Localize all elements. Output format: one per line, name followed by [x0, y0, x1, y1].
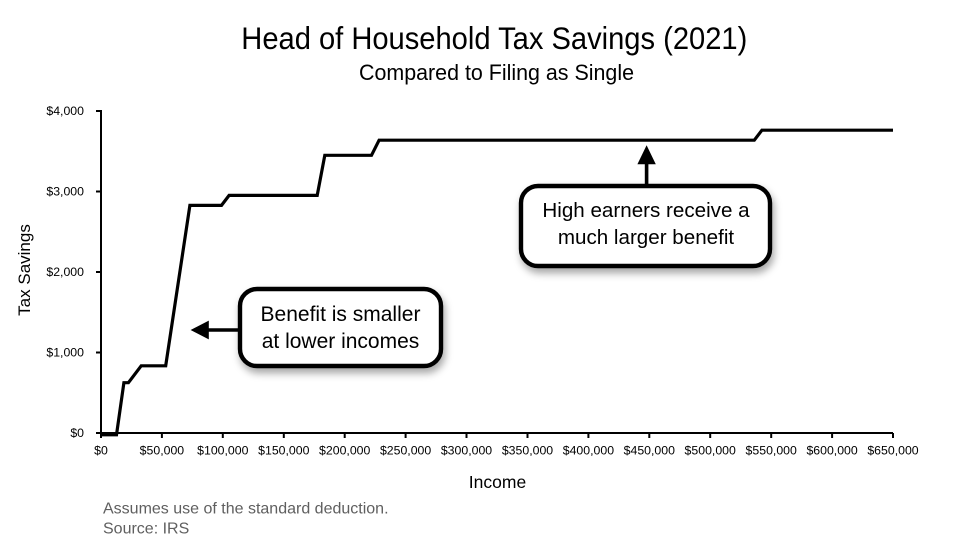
svg-text:$650,000: $650,000: [867, 444, 918, 458]
svg-text:Compared to Filing as Single: Compared to Filing as Single: [359, 60, 634, 85]
svg-text:$200,000: $200,000: [319, 444, 370, 458]
svg-text:$3,000: $3,000: [46, 185, 84, 199]
svg-text:$600,000: $600,000: [806, 444, 857, 458]
svg-text:$50,000: $50,000: [140, 444, 185, 458]
svg-text:$350,000: $350,000: [502, 444, 553, 458]
svg-text:$400,000: $400,000: [563, 444, 614, 458]
svg-text:$4,000: $4,000: [46, 104, 84, 118]
svg-text:High earners receive a: High earners receive a: [542, 199, 750, 222]
svg-text:$500,000: $500,000: [685, 444, 736, 458]
svg-text:$1,000: $1,000: [46, 346, 84, 360]
svg-text:$0: $0: [94, 444, 108, 458]
svg-text:$250,000: $250,000: [380, 444, 431, 458]
svg-text:$300,000: $300,000: [441, 444, 492, 458]
svg-text:$100,000: $100,000: [197, 444, 248, 458]
svg-text:much larger benefit: much larger benefit: [558, 226, 735, 249]
svg-text:Benefit is smaller: Benefit is smaller: [261, 303, 421, 326]
svg-text:Head of Household Tax Savings: Head of Household Tax Savings (2021): [241, 20, 747, 56]
svg-text:Income: Income: [469, 472, 526, 492]
svg-text:at lower incomes: at lower incomes: [262, 330, 420, 353]
svg-text:Source: IRS: Source: IRS: [103, 521, 189, 538]
svg-text:$2,000: $2,000: [46, 265, 84, 279]
svg-text:Tax Savings: Tax Savings: [15, 224, 34, 316]
svg-text:$450,000: $450,000: [624, 444, 675, 458]
svg-text:$550,000: $550,000: [746, 444, 797, 458]
svg-text:Assumes use of the standard de: Assumes use of the standard deduction.: [103, 501, 389, 518]
svg-text:$150,000: $150,000: [258, 444, 309, 458]
svg-text:$0: $0: [70, 426, 84, 440]
